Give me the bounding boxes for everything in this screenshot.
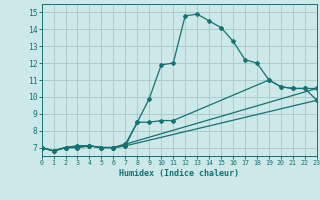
- X-axis label: Humidex (Indice chaleur): Humidex (Indice chaleur): [119, 169, 239, 178]
